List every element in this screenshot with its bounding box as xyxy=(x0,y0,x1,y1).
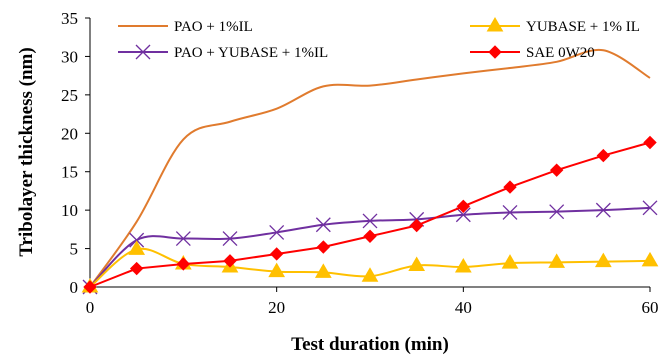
data-point xyxy=(456,199,471,214)
axes: 0 5 10 15 20 25 30 35 0 20 40 60 xyxy=(61,9,659,317)
data-point xyxy=(595,202,611,218)
y-tick-label: 25 xyxy=(61,86,78,105)
x-tick-label: 60 xyxy=(642,298,659,317)
data-point xyxy=(361,267,379,282)
data-point xyxy=(596,148,611,163)
data-point xyxy=(409,218,424,233)
data-point xyxy=(83,280,97,294)
series-layer xyxy=(81,48,659,295)
legend-label: PAO + 1%IL xyxy=(174,19,253,35)
y-tick-label: 15 xyxy=(61,163,78,182)
data-point xyxy=(222,231,238,247)
data-point xyxy=(594,252,612,268)
legend: PAO + 1%IL YUBASE + 1% IL PAO + YUBASE + 1… xyxy=(118,16,640,61)
data-point xyxy=(501,254,519,269)
data-point xyxy=(315,217,331,233)
series-line xyxy=(89,141,651,288)
data-point xyxy=(643,135,657,150)
legend-item: SAE 0W20 xyxy=(470,45,595,61)
data-point xyxy=(549,204,565,220)
data-point xyxy=(129,232,145,248)
data-point xyxy=(454,258,472,273)
data-point xyxy=(641,251,659,267)
series-pao-yubase-1-il xyxy=(82,200,658,295)
data-point xyxy=(503,180,517,194)
data-point xyxy=(175,231,191,247)
legend-item: YUBASE + 1% IL xyxy=(470,16,640,35)
y-tick-label: 20 xyxy=(61,124,78,143)
y-tick-label: 30 xyxy=(61,47,78,66)
y-axis-title: Tribolayer thickness (nm) xyxy=(16,47,37,256)
x-tick-label: 0 xyxy=(86,298,95,317)
data-point xyxy=(363,229,377,243)
data-point xyxy=(455,207,471,223)
data-point xyxy=(269,224,285,240)
data-point xyxy=(502,204,518,220)
data-point xyxy=(128,240,146,255)
data-point xyxy=(176,257,191,271)
legend-marker xyxy=(135,44,151,60)
data-point xyxy=(408,256,426,271)
x-tick-label: 40 xyxy=(455,298,472,317)
data-point xyxy=(642,200,658,216)
data-point xyxy=(362,213,378,229)
data-point xyxy=(549,163,564,177)
data-point xyxy=(268,262,286,278)
series-sae-0w20 xyxy=(83,135,657,294)
data-point xyxy=(129,261,144,276)
legend-label: SAE 0W20 xyxy=(526,45,595,61)
y-tick-label: 5 xyxy=(70,240,79,259)
series-yubase-1-il xyxy=(81,240,659,293)
data-point xyxy=(314,263,332,278)
x-tick-label: 20 xyxy=(268,298,285,317)
x-axis-title: Test duration (min) xyxy=(291,334,449,355)
legend-marker xyxy=(486,16,504,32)
y-tick-label: 10 xyxy=(61,201,78,220)
data-point xyxy=(269,247,284,261)
y-tick-label: 0 xyxy=(70,278,79,297)
legend-item: PAO + YUBASE + 1%IL xyxy=(118,44,328,61)
data-point xyxy=(223,254,237,268)
series-pao-1-il xyxy=(89,48,651,288)
y-tick-label: 35 xyxy=(61,9,78,28)
legend-label: PAO + YUBASE + 1%IL xyxy=(174,45,328,61)
data-point xyxy=(548,253,566,268)
series-line xyxy=(89,48,651,288)
data-point xyxy=(316,240,331,254)
legend-marker xyxy=(488,45,502,59)
legend-label: YUBASE + 1% IL xyxy=(526,19,640,35)
legend-item: PAO + 1%IL xyxy=(118,19,253,35)
